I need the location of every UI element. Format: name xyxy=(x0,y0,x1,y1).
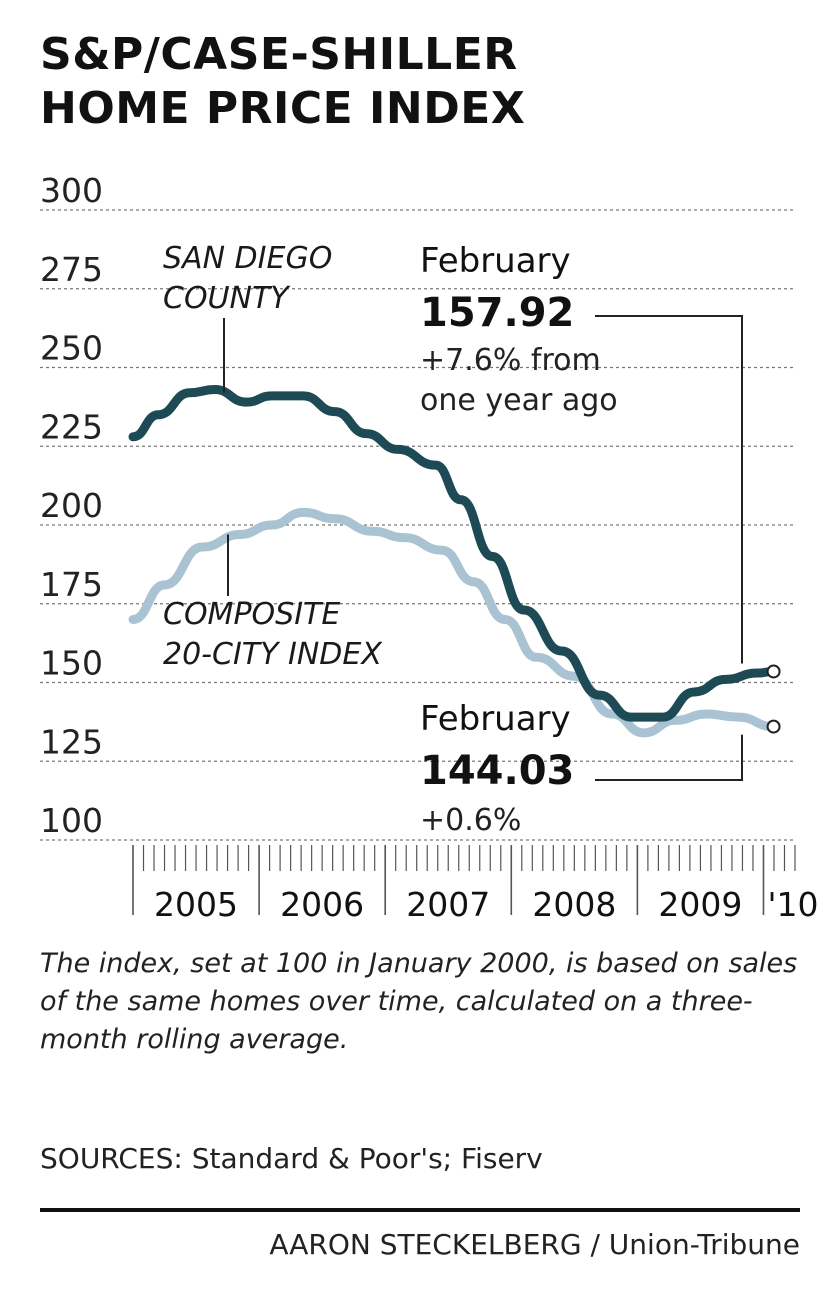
san-diego-leader-line xyxy=(595,315,743,664)
methodology-note: The index, set at 100 in January 2000, i… xyxy=(40,948,798,1055)
composite-leader-line xyxy=(595,734,743,781)
y-tick-label-275: 275 xyxy=(40,250,103,289)
san-diego-annotation-value: 157.92 xyxy=(420,290,574,336)
san-diego-series-label-line-2: COUNTY xyxy=(163,281,291,316)
composite-endpoint-marker xyxy=(766,719,781,734)
composite-series-label-line-1: COMPOSITE xyxy=(163,597,340,632)
x-year-label-2007: 2007 xyxy=(406,885,490,924)
composite-annotation-change: +0.6% xyxy=(420,803,521,838)
line-chart: 300 275 250 225 200 175 150 125 100 2005 2006 2007… xyxy=(40,171,819,924)
x-axis-ticks: 2005 2006 2007 2008 2009 '10 xyxy=(132,845,819,924)
title-line-2: HOME PRICE INDEX xyxy=(40,83,526,134)
san-diego-endpoint-marker xyxy=(766,664,781,679)
y-tick-label-125: 125 xyxy=(40,722,103,761)
x-year-label-2009: 2009 xyxy=(658,885,742,924)
y-tick-label-100: 100 xyxy=(40,801,103,840)
y-axis-labels: 300 275 250 225 200 175 150 125 100 xyxy=(40,171,103,840)
y-tick-label-175: 175 xyxy=(40,565,103,604)
sources-line: SOURCES: Standard & Poor's; Fiserv xyxy=(40,1142,543,1175)
y-tick-label-200: 200 xyxy=(40,486,103,525)
san-diego-series-label-line-1: SAN DIEGO xyxy=(163,241,332,276)
san-diego-annotation-change-line-2: one year ago xyxy=(420,383,618,418)
callout-layer xyxy=(223,315,781,781)
x-year-label-2005: 2005 xyxy=(154,885,238,924)
footer-divider xyxy=(40,1208,800,1212)
composite-annotation-value: 144.03 xyxy=(420,748,574,794)
chart-title: S&P/CASE-SHILLER HOME PRICE INDEX xyxy=(40,28,800,136)
grid-layer xyxy=(40,209,795,841)
san-diego-series-line xyxy=(128,385,779,722)
x-year-label-10: '10 xyxy=(767,885,818,924)
y-tick-label-250: 250 xyxy=(40,329,103,368)
san-diego-annotation-change-line-1: +7.6% from xyxy=(420,343,601,378)
series-layer xyxy=(128,385,779,738)
y-tick-label-225: 225 xyxy=(40,407,103,446)
composite-series-label-line-2: 20-CITY INDEX xyxy=(163,637,383,672)
y-tick-label-150: 150 xyxy=(40,644,103,683)
title-line-1: S&P/CASE-SHILLER xyxy=(40,29,518,80)
composite-annotation-month: February xyxy=(420,699,571,739)
x-year-label-2006: 2006 xyxy=(280,885,364,924)
san-diego-annotation-month: February xyxy=(420,241,571,281)
composite-series-line xyxy=(128,507,779,738)
y-tick-label-300: 300 xyxy=(40,171,103,210)
credit-line: AARON STECKELBERG / Union-Tribune xyxy=(269,1228,800,1261)
x-year-label-2008: 2008 xyxy=(532,885,616,924)
